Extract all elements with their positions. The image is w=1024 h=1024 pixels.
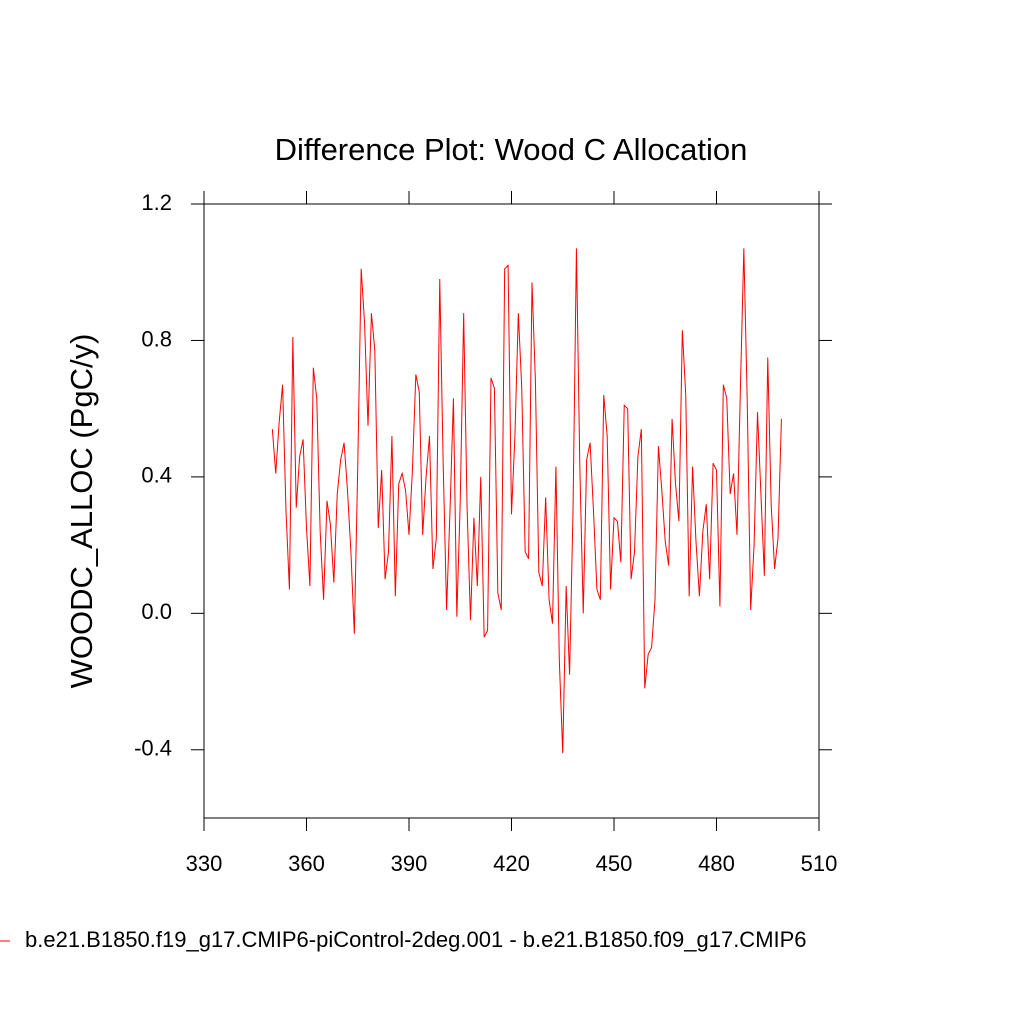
y-tick-label: 0.4 bbox=[141, 463, 172, 488]
y-tick-label: 1.2 bbox=[141, 190, 172, 215]
y-tick-label: -0.4 bbox=[134, 736, 172, 761]
x-tick-label: 390 bbox=[391, 851, 428, 876]
legend-label: b.e21.B1850.f19_g17.CMIP6-piControl-2deg… bbox=[25, 927, 807, 952]
x-tick-label: 330 bbox=[186, 851, 223, 876]
x-tick-label: 510 bbox=[801, 851, 838, 876]
chart-title: Difference Plot: Wood C Allocation bbox=[275, 132, 748, 167]
y-axis-label: WOODC_ALLOC (PgC/y) bbox=[64, 334, 99, 689]
x-tick-label: 420 bbox=[493, 851, 530, 876]
x-tick-label: 360 bbox=[288, 851, 325, 876]
y-tick-label: 0.8 bbox=[141, 326, 172, 351]
x-tick-label: 450 bbox=[596, 851, 633, 876]
data-line bbox=[271, 248, 782, 754]
y-tick-label: 0.0 bbox=[141, 599, 172, 624]
x-tick-label: 480 bbox=[698, 851, 735, 876]
